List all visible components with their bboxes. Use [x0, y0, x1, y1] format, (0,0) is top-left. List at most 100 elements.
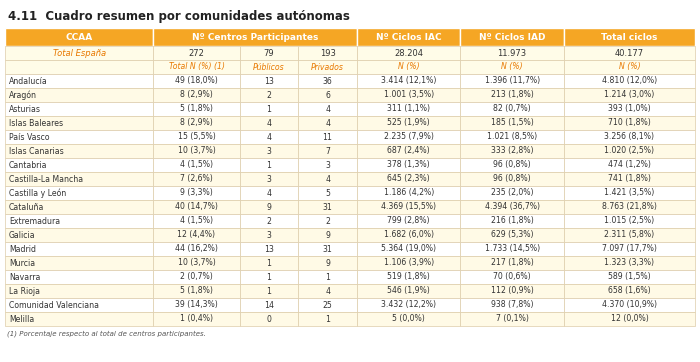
Bar: [239, 186, 298, 200]
Bar: [153, 270, 239, 284]
Bar: [5, 130, 153, 144]
Text: (1) Porcentaje respecto al total de centros participantes.: (1) Porcentaje respecto al total de cent…: [7, 330, 206, 337]
Text: 4: 4: [267, 189, 272, 198]
Text: 3.432 (12,2%): 3.432 (12,2%): [381, 300, 436, 310]
Bar: [461, 242, 564, 256]
Text: 4 (1,5%): 4 (1,5%): [180, 216, 213, 226]
Text: 687 (2,4%): 687 (2,4%): [387, 147, 430, 156]
Text: 2.235 (7,9%): 2.235 (7,9%): [384, 132, 433, 142]
Text: 4.370 (10,9%): 4.370 (10,9%): [602, 300, 657, 310]
Text: 3.256 (8,1%): 3.256 (8,1%): [604, 132, 655, 142]
Bar: [564, 214, 695, 228]
Bar: [357, 130, 461, 144]
Bar: [564, 242, 695, 256]
Text: 70 (0,6%): 70 (0,6%): [494, 273, 531, 282]
Text: CCAA: CCAA: [66, 33, 93, 42]
Text: 12 (4,4%): 12 (4,4%): [178, 231, 216, 240]
Text: Islas Baleares: Islas Baleares: [9, 118, 63, 127]
Text: 629 (5,3%): 629 (5,3%): [491, 231, 533, 240]
Text: 1.001 (3,5%): 1.001 (3,5%): [384, 90, 434, 100]
Text: 272: 272: [188, 49, 204, 58]
Bar: [357, 270, 461, 284]
Bar: [461, 270, 564, 284]
Text: 4.369 (15,5%): 4.369 (15,5%): [381, 202, 436, 211]
Bar: [239, 284, 298, 298]
Text: 5: 5: [325, 189, 330, 198]
Bar: [298, 270, 357, 284]
Bar: [461, 130, 564, 144]
Bar: [5, 144, 153, 158]
Text: 4: 4: [325, 286, 330, 295]
Bar: [153, 144, 239, 158]
Text: 79: 79: [264, 49, 274, 58]
Bar: [153, 74, 239, 88]
Bar: [298, 298, 357, 312]
Text: Nº Ciclos IAC: Nº Ciclos IAC: [376, 33, 442, 42]
Text: 40 (14,7%): 40 (14,7%): [175, 202, 218, 211]
Bar: [5, 102, 153, 116]
Text: 9: 9: [267, 202, 272, 211]
Bar: [298, 88, 357, 102]
Text: 13: 13: [264, 244, 274, 253]
Text: 311 (1,1%): 311 (1,1%): [387, 105, 430, 114]
Text: 8 (2,9%): 8 (2,9%): [180, 118, 213, 127]
Bar: [298, 102, 357, 116]
Bar: [5, 186, 153, 200]
Text: Aragón: Aragón: [9, 90, 37, 100]
Bar: [298, 60, 357, 74]
Bar: [564, 186, 695, 200]
Text: 1.682 (6,0%): 1.682 (6,0%): [384, 231, 433, 240]
Bar: [298, 242, 357, 256]
Text: 235 (2,0%): 235 (2,0%): [491, 189, 533, 198]
Bar: [461, 256, 564, 270]
Text: 741 (1,8%): 741 (1,8%): [608, 174, 651, 184]
Bar: [239, 102, 298, 116]
Bar: [357, 28, 461, 46]
Bar: [564, 270, 695, 284]
Text: 14: 14: [264, 300, 274, 310]
Text: 96 (0,8%): 96 (0,8%): [494, 160, 531, 169]
Text: Total ciclos: Total ciclos: [601, 33, 657, 42]
Bar: [153, 158, 239, 172]
Bar: [357, 242, 461, 256]
Bar: [153, 200, 239, 214]
Bar: [5, 298, 153, 312]
Text: 5 (1,8%): 5 (1,8%): [180, 105, 213, 114]
Text: Nº Centros Participantes: Nº Centros Participantes: [192, 33, 318, 42]
Bar: [153, 214, 239, 228]
Text: Navarra: Navarra: [9, 273, 41, 282]
Bar: [5, 270, 153, 284]
Text: Madrid: Madrid: [9, 244, 36, 253]
Text: Total España: Total España: [52, 49, 106, 58]
Bar: [153, 60, 239, 74]
Bar: [461, 28, 564, 46]
Text: Total N (%) (1): Total N (%) (1): [169, 63, 225, 72]
Text: 15 (5,5%): 15 (5,5%): [178, 132, 216, 142]
Bar: [564, 228, 695, 242]
Text: La Rioja: La Rioja: [9, 286, 40, 295]
Bar: [564, 312, 695, 326]
Text: 9: 9: [325, 258, 330, 268]
Text: 1.106 (3,9%): 1.106 (3,9%): [384, 258, 434, 268]
Text: 5 (1,8%): 5 (1,8%): [180, 286, 213, 295]
Bar: [239, 228, 298, 242]
Text: 1.733 (14,5%): 1.733 (14,5%): [484, 244, 540, 253]
Bar: [461, 158, 564, 172]
Bar: [564, 46, 695, 60]
Text: 1: 1: [267, 105, 272, 114]
Bar: [461, 200, 564, 214]
Text: 7.097 (17,7%): 7.097 (17,7%): [602, 244, 657, 253]
Bar: [357, 256, 461, 270]
Bar: [357, 214, 461, 228]
Text: Comunidad Valenciana: Comunidad Valenciana: [9, 300, 99, 310]
Text: 11: 11: [323, 132, 332, 142]
Text: 31: 31: [323, 202, 332, 211]
Bar: [461, 46, 564, 60]
Text: Melilla: Melilla: [9, 315, 34, 324]
Bar: [239, 116, 298, 130]
Text: 4.11  Cuadro resumen por comunidades autónomas: 4.11 Cuadro resumen por comunidades autó…: [8, 10, 350, 23]
Bar: [357, 298, 461, 312]
Bar: [5, 200, 153, 214]
Text: 44 (16,2%): 44 (16,2%): [175, 244, 218, 253]
Text: 10 (3,7%): 10 (3,7%): [178, 147, 216, 156]
